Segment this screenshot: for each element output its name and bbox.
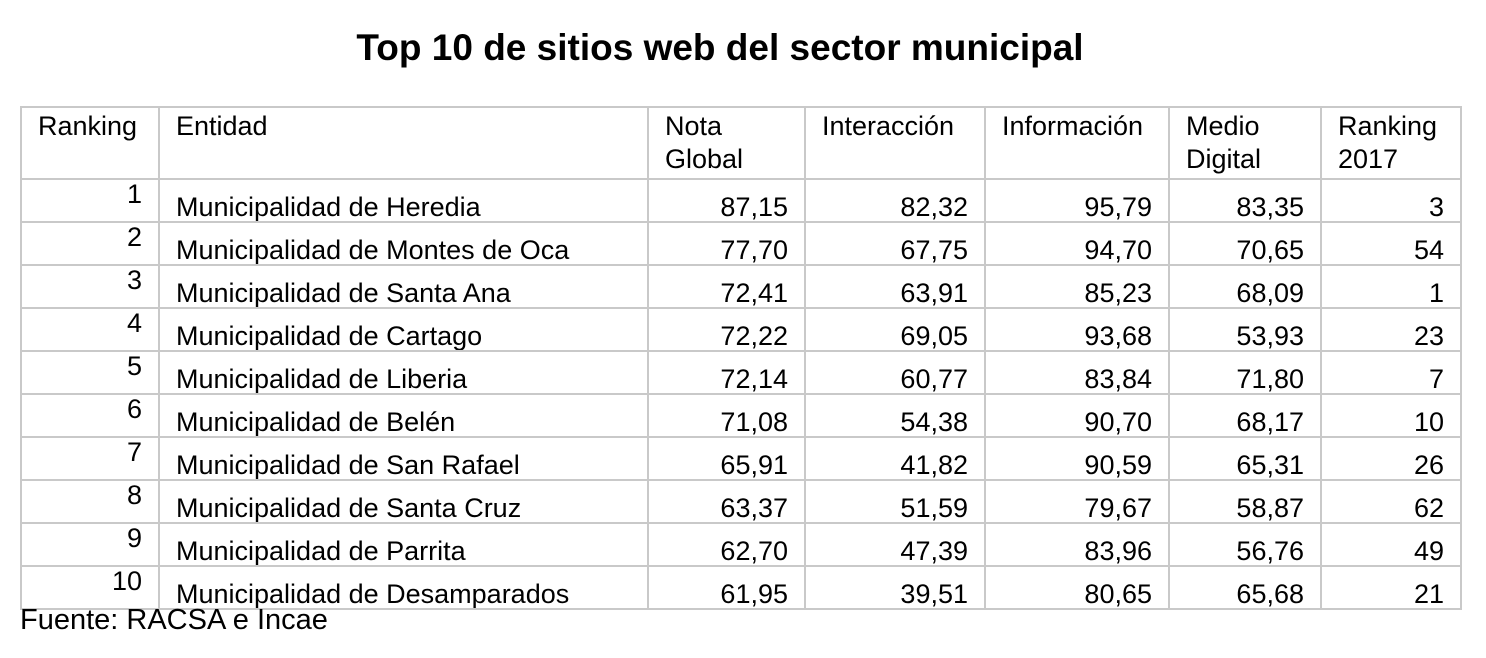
medio-digital-cell: 53,93 (1168, 307, 1322, 352)
column-header-nota-global: Nota Global (647, 106, 806, 180)
rank-cell: 6 (20, 393, 160, 438)
informacion-cell: 90,59 (984, 436, 1170, 481)
ranking-2017-cell: 3 (1320, 178, 1462, 223)
table-row: 6 Municipalidad de Belén 71,08 54,38 90,… (20, 393, 1462, 438)
interaccion-cell: 39,51 (804, 565, 986, 610)
nota-global-cell: 77,70 (647, 221, 806, 266)
column-header-entidad: Entidad (158, 106, 649, 180)
table-row: 10 Municipalidad de Desamparados 61,95 3… (20, 565, 1462, 610)
medio-digital-cell: 83,35 (1168, 178, 1322, 223)
informacion-cell: 79,67 (984, 479, 1170, 524)
column-header-ranking: Ranking (20, 106, 160, 180)
table-row: 1 Municipalidad de Heredia 87,15 82,32 9… (20, 178, 1462, 223)
entity-cell: Municipalidad de San Rafael (158, 436, 649, 481)
medio-digital-cell: 65,31 (1168, 436, 1322, 481)
informacion-cell: 93,68 (984, 307, 1170, 352)
medio-digital-cell: 70,65 (1168, 221, 1322, 266)
informacion-cell: 85,23 (984, 264, 1170, 309)
interaccion-cell: 60,77 (804, 350, 986, 395)
rank-cell: 3 (20, 264, 160, 309)
nota-global-cell: 72,14 (647, 350, 806, 395)
column-header-medio-digital: Medio Digital (1168, 106, 1322, 180)
table-row: 4 Municipalidad de Cartago 72,22 69,05 9… (20, 307, 1462, 352)
column-header-informacion: Información (984, 106, 1170, 180)
medio-digital-cell: 71,80 (1168, 350, 1322, 395)
entity-cell: Municipalidad de Cartago (158, 307, 649, 352)
table-row: 5 Municipalidad de Liberia 72,14 60,77 8… (20, 350, 1462, 395)
interaccion-cell: 63,91 (804, 264, 986, 309)
ranking-2017-cell: 26 (1320, 436, 1462, 481)
table-header-row: Ranking Entidad Nota Global Interacción … (20, 106, 1462, 180)
informacion-cell: 80,65 (984, 565, 1170, 610)
rank-cell: 9 (20, 522, 160, 567)
ranking-2017-cell: 54 (1320, 221, 1462, 266)
informacion-cell: 94,70 (984, 221, 1170, 266)
nota-global-cell: 63,37 (647, 479, 806, 524)
interaccion-cell: 82,32 (804, 178, 986, 223)
interaccion-cell: 67,75 (804, 221, 986, 266)
ranking-2017-cell: 21 (1320, 565, 1462, 610)
ranking-2017-cell: 7 (1320, 350, 1462, 395)
interaccion-cell: 51,59 (804, 479, 986, 524)
entity-cell: Municipalidad de Santa Ana (158, 264, 649, 309)
entity-cell: Municipalidad de Heredia (158, 178, 649, 223)
interaccion-cell: 54,38 (804, 393, 986, 438)
informacion-cell: 95,79 (984, 178, 1170, 223)
rank-cell: 8 (20, 479, 160, 524)
table-row: 9 Municipalidad de Parrita 62,70 47,39 8… (20, 522, 1462, 567)
page-title: Top 10 de sitios web del sector municipa… (356, 27, 1084, 68)
medio-digital-cell: 65,68 (1168, 565, 1322, 610)
entity-cell: Municipalidad de Liberia (158, 350, 649, 395)
column-header-ranking-2017: Ranking 2017 (1320, 106, 1462, 180)
ranking-table: Ranking Entidad Nota Global Interacción … (20, 106, 1462, 610)
entity-cell: Municipalidad de Montes de Oca (158, 221, 649, 266)
ranking-2017-cell: 10 (1320, 393, 1462, 438)
nota-global-cell: 71,08 (647, 393, 806, 438)
table-row: 8 Municipalidad de Santa Cruz 63,37 51,5… (20, 479, 1462, 524)
source-note: Fuente: RACSA e Incae (20, 604, 328, 636)
entity-cell: Municipalidad de Desamparados (158, 565, 649, 610)
medio-digital-cell: 58,87 (1168, 479, 1322, 524)
nota-global-cell: 72,22 (647, 307, 806, 352)
entity-cell: Municipalidad de Santa Cruz (158, 479, 649, 524)
ranking-2017-cell: 49 (1320, 522, 1462, 567)
rank-cell: 7 (20, 436, 160, 481)
table-row: 2 Municipalidad de Montes de Oca 77,70 6… (20, 221, 1462, 266)
rank-cell: 4 (20, 307, 160, 352)
table-row: 7 Municipalidad de San Rafael 65,91 41,8… (20, 436, 1462, 481)
ranking-2017-cell: 62 (1320, 479, 1462, 524)
nota-global-cell: 87,15 (647, 178, 806, 223)
entity-cell: Municipalidad de Belén (158, 393, 649, 438)
nota-global-cell: 61,95 (647, 565, 806, 610)
nota-global-cell: 62,70 (647, 522, 806, 567)
rank-cell: 1 (20, 178, 160, 223)
ranking-2017-cell: 1 (1320, 264, 1462, 309)
column-header-interaccion: Interacción (804, 106, 986, 180)
rank-cell: 10 (20, 565, 160, 610)
interaccion-cell: 41,82 (804, 436, 986, 481)
rank-cell: 2 (20, 221, 160, 266)
informacion-cell: 83,84 (984, 350, 1170, 395)
informacion-cell: 83,96 (984, 522, 1170, 567)
entity-cell: Municipalidad de Parrita (158, 522, 649, 567)
medio-digital-cell: 56,76 (1168, 522, 1322, 567)
medio-digital-cell: 68,09 (1168, 264, 1322, 309)
rank-cell: 5 (20, 350, 160, 395)
medio-digital-cell: 68,17 (1168, 393, 1322, 438)
nota-global-cell: 72,41 (647, 264, 806, 309)
ranking-2017-cell: 23 (1320, 307, 1462, 352)
informacion-cell: 90,70 (984, 393, 1170, 438)
interaccion-cell: 69,05 (804, 307, 986, 352)
table-row: 3 Municipalidad de Santa Ana 72,41 63,91… (20, 264, 1462, 309)
interaccion-cell: 47,39 (804, 522, 986, 567)
nota-global-cell: 65,91 (647, 436, 806, 481)
